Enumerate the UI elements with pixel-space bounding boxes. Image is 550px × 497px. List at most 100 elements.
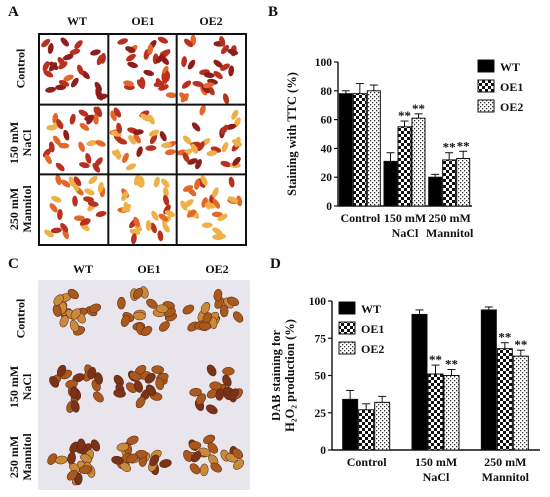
y-axis-label: DAB staining for <box>272 330 283 421</box>
bar-oe2 <box>456 157 471 207</box>
seed <box>227 48 239 56</box>
seed <box>148 129 160 137</box>
seed <box>162 222 170 233</box>
seed <box>182 135 192 145</box>
seed <box>125 46 136 53</box>
seed <box>164 149 176 156</box>
seed <box>123 80 134 87</box>
seed <box>155 377 165 390</box>
seed <box>49 203 58 213</box>
seed <box>232 448 244 459</box>
seed <box>181 80 192 89</box>
seed <box>236 195 243 207</box>
seed <box>117 38 129 45</box>
seed <box>157 230 164 242</box>
dab-staining-chart: 0 25 50 75 100 DAB staining for H₂O₂ productio… <box>272 296 540 484</box>
seed <box>219 36 226 47</box>
seed-cluster <box>52 288 102 336</box>
seed <box>128 135 137 145</box>
seed <box>72 195 78 207</box>
seed <box>121 190 129 202</box>
seed <box>220 63 230 71</box>
seed <box>151 210 159 221</box>
significance-mark: ** <box>429 352 442 367</box>
seed <box>212 198 221 209</box>
seed <box>181 56 187 68</box>
seed <box>198 321 212 331</box>
seed <box>116 138 128 145</box>
x-category-label: Control <box>347 455 387 469</box>
bar-oe2 <box>374 401 391 451</box>
seed <box>222 93 230 105</box>
seed <box>202 82 214 89</box>
seed <box>194 178 201 190</box>
seed <box>227 196 239 204</box>
legend-entry: OE2 <box>500 100 523 114</box>
seed <box>41 38 51 48</box>
photo-c-row-control-line1: Control <box>13 298 28 339</box>
seed <box>131 233 137 245</box>
seed <box>220 160 232 168</box>
panel-letter-d: D <box>270 256 281 272</box>
photo-a-col-wt: WT <box>66 14 87 28</box>
seed <box>46 124 58 131</box>
seed <box>88 303 102 313</box>
seed <box>212 187 219 198</box>
seed <box>145 384 157 396</box>
seed <box>231 109 239 120</box>
seed <box>86 114 94 125</box>
seed <box>66 469 78 481</box>
bar-oe2 <box>443 375 460 451</box>
seed-cell <box>117 36 177 99</box>
photo-c-col-oe1: OE1 <box>137 262 161 276</box>
seed <box>55 455 68 465</box>
y-tick-label: 40 <box>321 143 333 155</box>
seed <box>88 175 98 185</box>
seed <box>189 463 201 475</box>
seed <box>183 449 193 462</box>
seed <box>59 315 69 328</box>
seed <box>143 69 155 76</box>
seed <box>125 163 137 171</box>
seed <box>158 213 169 222</box>
y-tick-label: 25 <box>315 408 327 420</box>
legend-entry: WT <box>500 60 520 74</box>
bar-oe1 <box>442 159 457 207</box>
y-tick-label: 0 <box>326 201 332 213</box>
x-category-label: NaCl <box>423 470 450 484</box>
seed <box>188 441 202 450</box>
seed <box>51 196 62 203</box>
photo-a-row-nacl: 150 mM NaCl <box>7 108 34 178</box>
seed <box>155 54 165 64</box>
seed-cluster <box>111 435 172 476</box>
seed <box>79 162 90 169</box>
seed <box>43 70 54 78</box>
bar-wt <box>342 398 359 451</box>
seed <box>127 61 138 69</box>
seed <box>90 49 101 56</box>
seed <box>50 227 62 234</box>
photo-c-row-mannitol-line2: Mannitol <box>20 433 34 481</box>
seed <box>48 62 58 72</box>
seed <box>149 134 158 145</box>
seed <box>55 162 65 172</box>
bar-wt <box>383 160 398 207</box>
bar-wt <box>480 309 497 451</box>
seed <box>86 140 98 147</box>
photo-a-col-oe2: OE2 <box>199 14 223 28</box>
seed <box>57 209 63 220</box>
seed <box>69 48 81 55</box>
y-tick-label: 100 <box>309 296 327 308</box>
seed <box>163 194 170 206</box>
photo-c-row-nacl-line2: NaCl <box>20 373 34 401</box>
dab-seed-photo-image <box>47 286 245 486</box>
seed <box>85 153 92 164</box>
seed <box>149 454 160 467</box>
seed <box>184 38 193 48</box>
bar-oe2 <box>512 355 529 451</box>
bar-wt <box>338 93 353 207</box>
seed <box>73 176 82 187</box>
seed-cluster <box>113 364 169 409</box>
seed <box>95 140 106 147</box>
seed <box>58 142 70 149</box>
